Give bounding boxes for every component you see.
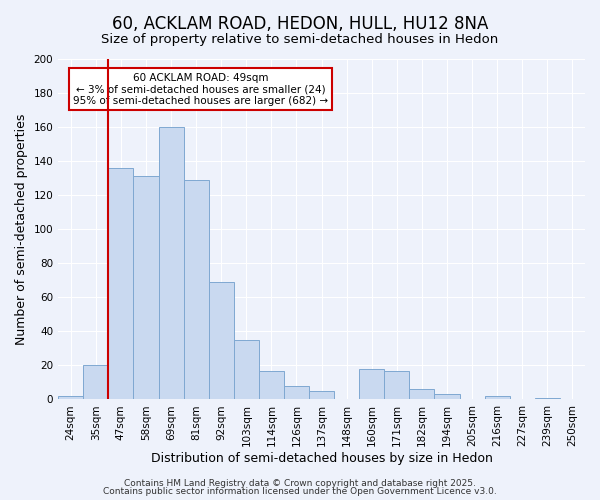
Text: Contains public sector information licensed under the Open Government Licence v3: Contains public sector information licen… [103,487,497,496]
Bar [259,370,284,400]
Bar [385,370,409,400]
Text: Size of property relative to semi-detached houses in Hedon: Size of property relative to semi-detach… [101,32,499,46]
Bar [184,180,209,400]
Text: 60, ACKLAM ROAD, HEDON, HULL, HU12 8NA: 60, ACKLAM ROAD, HEDON, HULL, HU12 8NA [112,15,488,33]
Bar [309,391,334,400]
Bar [434,394,460,400]
X-axis label: Distribution of semi-detached houses by size in Hedon: Distribution of semi-detached houses by … [151,452,493,465]
Bar [234,340,259,400]
Bar [485,396,510,400]
Bar [284,386,309,400]
Bar [535,398,560,400]
Bar [109,168,133,400]
Bar [359,369,385,400]
Bar [209,282,234,400]
Text: 60 ACKLAM ROAD: 49sqm
← 3% of semi-detached houses are smaller (24)
95% of semi-: 60 ACKLAM ROAD: 49sqm ← 3% of semi-detac… [73,72,328,106]
Bar [409,389,434,400]
Text: Contains HM Land Registry data © Crown copyright and database right 2025.: Contains HM Land Registry data © Crown c… [124,478,476,488]
Bar [133,176,158,400]
Bar [158,127,184,400]
Bar [83,366,109,400]
Bar [58,396,83,400]
Y-axis label: Number of semi-detached properties: Number of semi-detached properties [15,114,28,345]
